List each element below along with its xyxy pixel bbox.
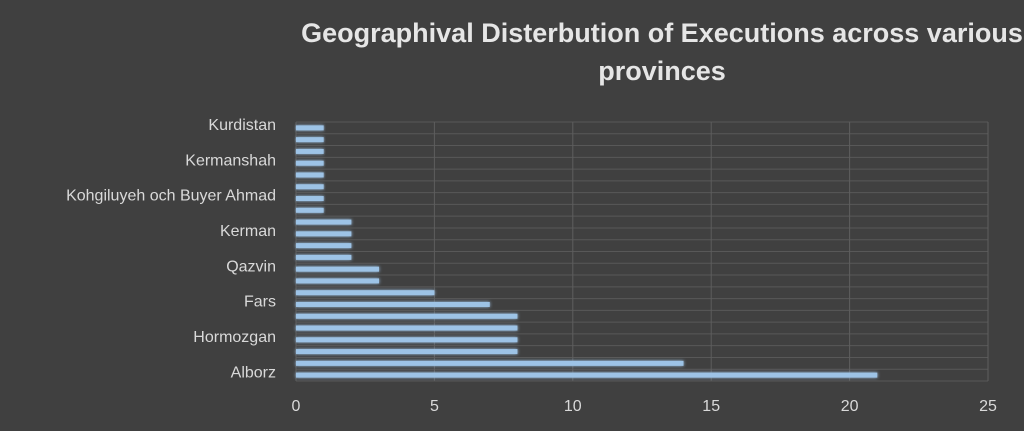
chart-title: Geographival Disterbution of Executions … — [301, 18, 1023, 86]
x-tick-label: 25 — [979, 398, 997, 415]
bar — [296, 196, 324, 202]
bar — [296, 360, 684, 366]
bar — [296, 207, 324, 213]
y-tick-label: Alborz — [231, 364, 276, 381]
x-tick-label: 5 — [430, 398, 439, 415]
y-tick-label: Fars — [244, 294, 276, 311]
bar — [296, 231, 352, 237]
bar — [296, 137, 324, 143]
bar — [296, 219, 352, 225]
y-tick-label: Qazvin — [226, 258, 276, 275]
x-tick-label: 15 — [702, 398, 720, 415]
bar — [296, 290, 435, 296]
y-tick-label: Kohgiluyeh och Buyer Ahmad — [66, 188, 276, 205]
bar — [296, 372, 878, 378]
bar — [296, 254, 352, 260]
bar — [296, 349, 518, 355]
y-tick-label: Kermanshah — [185, 152, 276, 169]
y-tick-label: Hormozgan — [193, 329, 276, 346]
bar — [296, 172, 324, 178]
x-tick-label: 0 — [292, 398, 301, 415]
bar — [296, 184, 324, 190]
bar — [296, 313, 518, 319]
bar — [296, 337, 518, 343]
bar — [296, 266, 380, 272]
bar — [296, 243, 352, 249]
bar — [296, 325, 518, 331]
y-tick-label: Kerman — [220, 223, 276, 240]
x-tick-label: 20 — [841, 398, 859, 415]
bar — [296, 301, 490, 307]
x-tick-label: 10 — [564, 398, 582, 415]
bar — [296, 125, 324, 131]
bar — [296, 278, 380, 284]
bar — [296, 160, 324, 166]
y-tick-label: Kurdistan — [208, 117, 276, 134]
bar — [296, 148, 324, 154]
